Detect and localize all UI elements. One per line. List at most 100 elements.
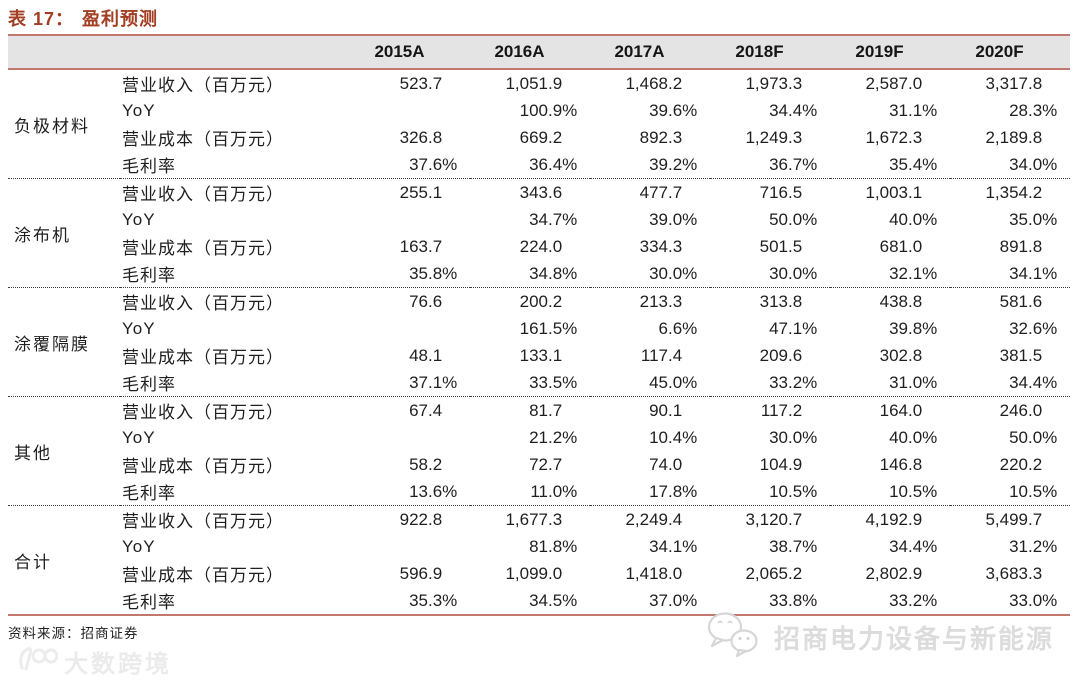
table-row: 毛利率 35.3% 34.5% 37.0% 33.8% 33.2% 33.0% [8,587,1070,615]
group-label: 其他 [14,443,52,463]
metric-label: YoY [122,536,156,556]
value-cell: 34.8% [529,263,578,283]
value-cell: 716.5 [759,182,803,202]
table-row: YoY 100.9% 39.6% 34.4% 31.1% 28.3% [8,97,1070,124]
value-cell: 3,120.7 [745,509,803,529]
value-cell: 81.7 [529,400,563,420]
value-cell: 45.0% [649,372,698,392]
group-label: 涂覆隔膜 [14,334,90,354]
value-cell: 35.4% [889,154,938,174]
table-row: YoY 21.2% 10.4% 30.0% 40.0% 50.0% [8,424,1070,451]
value-cell: 67.4 [409,400,443,420]
value-cell [350,533,470,560]
value-cell: 922.8 [399,509,443,529]
metric-label: YoY [122,209,156,229]
value-cell: 35.3% [409,590,458,610]
value-cell: 2,249.4 [625,509,683,529]
value-cell: 39.6% [649,100,698,120]
site-logo-watermark: 大数跨境 [14,642,172,681]
value-cell: 34.0% [1009,154,1058,174]
value-cell: 246.0 [999,400,1043,420]
value-cell: 2,065.2 [745,563,803,583]
metric-label: 营业收入（百万元） [122,512,284,531]
value-cell: 39.0% [649,209,698,229]
value-cell: 37.0% [649,590,698,610]
value-cell: 213.3 [639,291,683,311]
value-cell: 17.8% [649,481,698,501]
value-cell: 891.8 [999,236,1043,256]
value-cell: 1,354.2 [985,182,1043,202]
table-row: 负极材料 营业收入（百万元） 523.7 1,051.9 1,468.2 1,973.3 2… [8,69,1070,136]
year-header: 2016A [470,34,590,70]
year-header: 2020F [950,34,1070,70]
table-row: 营业成本（百万元） 58.2 72.7 74.0 104.9 146.8 220.2 [8,451,1070,478]
value-cell: 30.0% [769,263,818,283]
value-cell: 10.5% [1009,481,1058,501]
value-cell: 34.4% [1009,372,1058,392]
table-row: 毛利率 37.6% 36.4% 39.2% 36.7% 35.4% 34.0% [8,151,1070,179]
table-title: 表 17： 盈利预测 [0,0,1080,34]
value-cell: 48.1 [409,345,443,365]
value-cell: 117.4 [640,345,683,365]
metric-label: 毛利率 [122,593,176,612]
metric-label: 毛利率 [122,266,176,285]
value-cell: 30.0% [649,263,698,283]
header-corner-group [8,34,120,70]
value-cell: 5,499.7 [985,509,1043,529]
value-cell: 47.1% [769,318,818,338]
profit-forecast-table: 2015A 2016A 2017A 2018F 2019F 2020F 负极材料 营业收入（… [8,34,1070,616]
value-cell: 33.8% [769,590,818,610]
value-cell: 33.5% [529,372,578,392]
value-cell: 200.2 [519,291,563,311]
value-cell: 37.6% [409,154,458,174]
value-cell: 1,249.3 [745,127,803,147]
group-label: 合计 [14,552,52,572]
segment-group: 合计 营业收入（百万元） 922.8 1,677.3 2,249.4 3,120.7 4,1… [8,506,1070,615]
source-note: 资料来源：招商证券 [8,626,139,641]
value-cell [350,97,470,124]
value-cell: 35.0% [1009,209,1058,229]
value-cell: 34.7% [529,209,578,229]
value-cell: 2,189.8 [985,127,1043,147]
value-cell: 30.0% [769,427,818,447]
metric-label: 营业成本（百万元） [122,566,284,585]
segment-group: 涂布机 营业收入（百万元） 255.1 343.6 477.7 716.5 1,003.1 1… [8,179,1070,288]
value-cell: 3,683.3 [985,563,1043,583]
wechat-watermark: 招商电力设备与新能源 [704,610,1054,665]
metric-label: YoY [122,100,156,120]
value-cell: 326.8 [399,127,443,147]
value-cell: 90.1 [649,400,683,420]
table-header: 2015A 2016A 2017A 2018F 2019F 2020F [8,34,1070,70]
value-cell: 163.7 [399,236,443,256]
value-cell: 50.0% [769,209,818,229]
metric-label: YoY [122,318,156,338]
value-cell: 35.8% [409,263,458,283]
site-logo-icon [14,642,59,681]
metric-label: 营业成本（百万元） [122,130,284,149]
metric-label: 营业收入（百万元） [122,403,284,422]
value-cell: 161.5% [519,318,578,338]
value-cell: 39.2% [649,154,698,174]
value-cell: 28.3% [1009,100,1058,120]
value-cell: 438.8 [879,291,923,311]
table-row: 涂布机 营业收入（百万元） 255.1 343.6 477.7 716.5 1,003.1 1… [8,179,1070,245]
metric-label: 毛利率 [122,484,176,503]
value-cell: 58.2 [409,454,443,474]
value-cell: 581.6 [999,291,1043,311]
value-cell: 146.8 [879,454,923,474]
value-cell: 31.1% [889,100,938,120]
value-cell: 34.4% [769,100,818,120]
value-cell: 4,192.9 [865,509,923,529]
value-cell: 21.2% [529,427,578,447]
value-cell: 74.0 [649,454,683,474]
group-label: 涂布机 [14,225,71,245]
table-row: 合计 营业收入（百万元） 922.8 1,677.3 2,249.4 3,120.7 4,1… [8,506,1070,572]
table-row: 其他 营业收入（百万元） 67.4 81.7 90.1 117.2 164.0 246.0 [8,397,1070,463]
value-cell: 2,587.0 [865,73,923,93]
value-cell: 32.6% [1009,318,1058,338]
table-row: 毛利率 35.8% 34.8% 30.0% 30.0% 32.1% 34.1% [8,260,1070,288]
year-header: 2019F [830,34,950,70]
table-row: YoY 34.7% 39.0% 50.0% 40.0% 35.0% [8,206,1070,233]
value-cell: 1,468.2 [625,73,683,93]
segment-group: 涂覆隔膜 营业收入（百万元） 76.6 200.2 213.3 313.8 438.8 581… [8,288,1070,397]
